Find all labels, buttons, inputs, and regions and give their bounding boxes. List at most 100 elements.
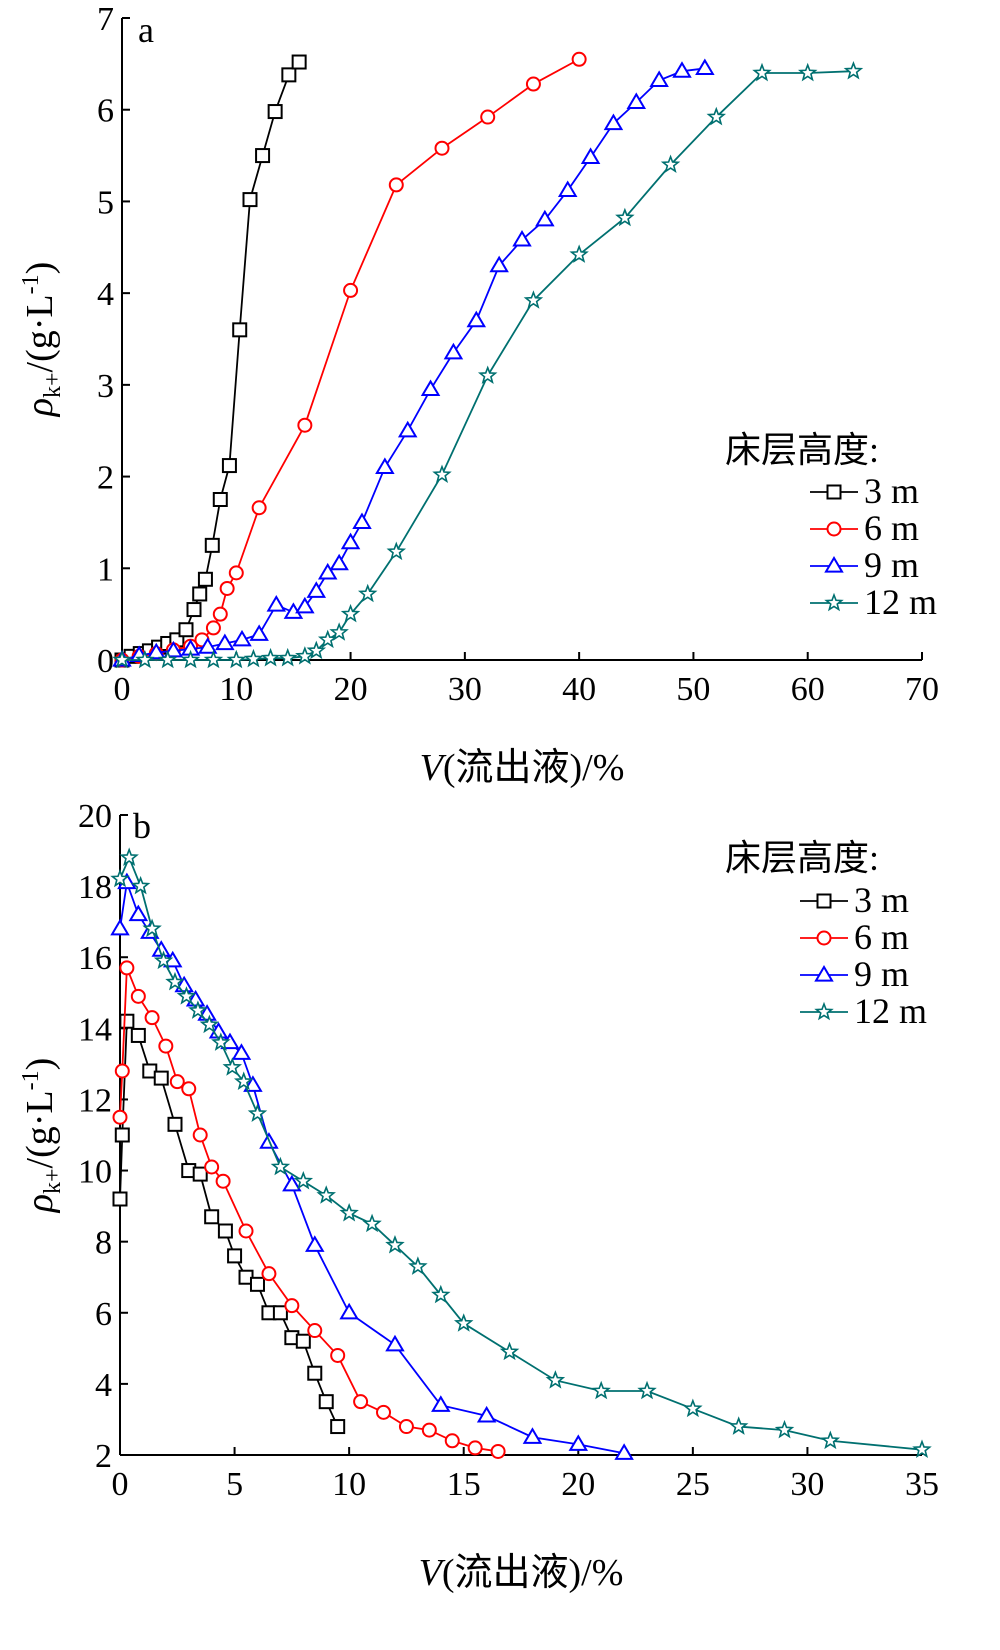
panel-a-x-tick-label: 10: [219, 671, 253, 708]
panel-b-series-6m-point: [353, 1394, 369, 1410]
panel-b-x-tick-label: 15: [447, 1466, 481, 1503]
panel-a-series-6m-point: [219, 580, 235, 596]
panel-b-series-9m-point: [522, 1427, 543, 1444]
panel-b-y-tick-label: 14: [78, 1011, 112, 1048]
panel-b-y-tick-label: 16: [78, 940, 112, 977]
panel-b-series-12m-point: [130, 875, 151, 895]
panel-a-x-tick-label: 0: [114, 671, 131, 708]
panel-a-series-9m-point: [329, 553, 349, 571]
panel-a-series-6m-point: [251, 500, 267, 516]
panel-a-series-3m-point: [178, 622, 194, 638]
panel-a-series-12m-point: [569, 244, 589, 263]
panel-a-legend-entry-12m: 12 m: [810, 582, 937, 622]
panel-b-series-12m-point: [683, 1398, 703, 1418]
panel-a-series-9m-point: [649, 70, 669, 87]
panel-a-series-6m-point: [212, 606, 228, 622]
panel-b-series-3m-point: [114, 1127, 130, 1143]
panel-a-y-tick-label: 3: [97, 368, 114, 405]
panel-b-series-6m-point: [158, 1038, 174, 1054]
panel-a-series-9m-point: [340, 532, 361, 550]
panel-a-series-3m-point: [255, 148, 271, 164]
panel-b-series-12m-point: [774, 1419, 795, 1439]
panel-a: 0 10 20 30 40 50 60 70 0 1 2 3 4 5 6 7 a V(流出液)/% ρk+/(g·L…: [18, 1, 939, 789]
panel-a-legend-entry-3m-label: 3 m: [864, 471, 919, 511]
panel-a-x-axis-title-var: V: [420, 747, 447, 789]
panel-a-series-12m-point: [243, 648, 264, 668]
panel-b-y-tick-label: 12: [78, 1082, 112, 1119]
panel-b-series-3m-point: [204, 1209, 220, 1225]
panel-a-series-9m-point: [535, 209, 555, 227]
panel-b-x-axis-title-var: V: [419, 1552, 446, 1594]
panel-b-y-axis-title-unit: /(g·L: [19, 1090, 61, 1168]
panel-a-legend: 床层高度:3 m6 m9 m12 m: [725, 430, 937, 622]
panel-b-series-6m-point: [192, 1127, 208, 1143]
panel-a-legend-title: 床层高度:: [725, 430, 879, 470]
panel-b-series-9m-point: [476, 1405, 497, 1423]
panel-b-y-tick-label: 10: [78, 1154, 112, 1191]
panel-b-series-12m-point: [339, 1202, 359, 1222]
panel-b-series-12m-line: [119, 855, 923, 1451]
panel-a-legend-entry-6m: 6 m: [810, 508, 919, 548]
panel-a-series-9m-point: [397, 420, 418, 438]
panel-a-series-12m-point: [180, 649, 201, 669]
panel-a-y-tick-label: 4: [97, 276, 114, 313]
panel-a-series-9m-point: [626, 92, 647, 109]
panel-b-legend-entry-6m-label: 6 m: [854, 917, 909, 957]
panel-a-series-6m-point: [297, 417, 313, 433]
panel-b-series-3m-point: [130, 1027, 146, 1043]
panel-a-series-9m-point: [695, 58, 715, 76]
panel-a-series-12m-point: [706, 106, 727, 126]
panel-a-x-tick-label: 40: [562, 671, 596, 708]
panel-b-y-tick-label: 4: [95, 1367, 112, 1404]
panel-a-series-12m-point: [203, 649, 224, 669]
panel-a-series-12m-point: [112, 649, 132, 669]
panel-b: 0 5 10 15 20 25 30 35 2 4 6 8 10 12 14 16 18 20 b V(流出液)/% ρ…: [18, 798, 939, 1594]
panel-a-series-9m-point: [443, 342, 464, 360]
panel-b-y-axis-title-subscript: k+: [40, 1168, 66, 1194]
panel-a-series-9m-point: [672, 61, 692, 78]
panel-a-legend-entry-9m: 9 m: [810, 545, 919, 585]
panel-a-y-tick-label: 7: [97, 1, 114, 38]
panel-a-series-12m-point: [157, 649, 178, 669]
panel-b-series-3m-point: [192, 1166, 208, 1182]
panel-a-series-12m-point: [260, 647, 281, 667]
panel-a-series-12m-point: [135, 649, 155, 669]
panel-b-series-6m-point: [215, 1173, 231, 1189]
panel-b-series-12m-point: [110, 868, 130, 888]
panel-a-series-6m-point: [525, 76, 541, 92]
panel-a-series-9m-point: [146, 642, 167, 660]
panel-b-legend-entry-9m-label: 9 m: [854, 954, 909, 994]
panel-b-series-12m-point: [153, 950, 174, 970]
panel-a-series-3m-point: [267, 104, 283, 120]
panel-a-series-12m-point: [357, 583, 378, 603]
panel-a-series-12m-point: [477, 365, 498, 384]
panel-b-y-axis-title-close: ): [19, 1058, 61, 1071]
panel-b-y-tick-label: 8: [95, 1225, 112, 1262]
panel-a-series-6m-point: [228, 565, 244, 581]
panel-b-series-12m-point: [199, 1014, 220, 1034]
panel-a-legend-entry-3m: 3 m: [810, 471, 919, 511]
panel-b-x-axis-title-rest: (流出液)/%: [442, 1552, 624, 1594]
panel-b-series-6m-point: [112, 1109, 128, 1125]
panel-b-series-3m-point: [295, 1333, 311, 1349]
panel-b-series-6m-point: [421, 1422, 437, 1438]
panel-a-legend-entry-12m-label: 12 m: [864, 582, 937, 622]
panel-b-legend-entry-12m-marker: [814, 1001, 834, 1021]
panel-a-series-9m: [112, 58, 715, 667]
panel-b-series-6m-point: [284, 1298, 300, 1314]
panel-a-series-12m-point: [797, 62, 818, 82]
panel-a-series-12m-point: [432, 464, 452, 484]
panel-b-series-3m-point: [307, 1365, 323, 1381]
panel-a-series-12m-point: [523, 290, 544, 309]
panel-b-series-12m-point: [222, 1057, 243, 1076]
panel-b-series-12m-point: [545, 1370, 566, 1389]
panel-a-series-6m-point: [480, 109, 496, 125]
panel-a-series-9m-point: [580, 147, 601, 165]
panel-b-legend-entry-6m: 6 m: [800, 917, 909, 957]
panel-b-legend-entry-12m: 12 m: [800, 991, 927, 1031]
panel-b-series-12m-point: [165, 971, 185, 991]
panel-b-x-tick-label: 30: [790, 1466, 824, 1503]
panel-a-series-6m: [114, 51, 587, 668]
panel-b-x-axis-title: V(流出液)/%: [419, 1552, 624, 1594]
